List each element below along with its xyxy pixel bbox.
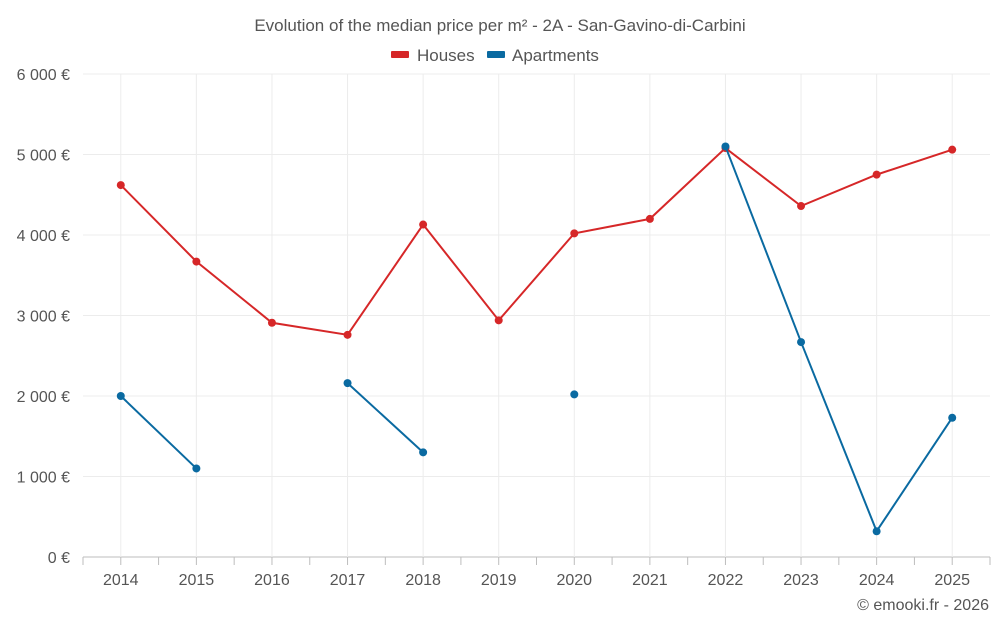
data-point-houses-2020[interactable]	[570, 229, 579, 238]
data-point-houses-2023[interactable]	[797, 202, 806, 211]
legend-item-houses[interactable]: Houses	[391, 46, 475, 65]
series-apartments	[116, 142, 957, 536]
x-tick-label: 2023	[783, 572, 819, 589]
y-tick-label: 5 000 €	[17, 148, 70, 165]
y-tick-label: 6 000 €	[17, 67, 70, 84]
data-point-houses-2014[interactable]	[116, 181, 125, 190]
y-tick-label: 3 000 €	[17, 309, 70, 326]
data-point-apartments-2015[interactable]	[192, 464, 201, 473]
data-point-apartments-2023[interactable]	[797, 338, 806, 347]
data-point-houses-2024[interactable]	[872, 170, 881, 179]
data-point-apartments-2014[interactable]	[116, 392, 125, 400]
legend-item-apartments[interactable]: Apartments	[487, 46, 599, 65]
x-tick-label: 2024	[859, 572, 895, 589]
x-tick-label: 2021	[632, 572, 668, 589]
y-tick-label: 1 000 €	[17, 470, 70, 487]
x-tick-label: 2015	[179, 572, 215, 589]
series-line-apartments	[120, 395, 198, 470]
x-tick-label: 2020	[556, 572, 592, 589]
legend: Houses Apartments	[391, 46, 599, 65]
x-tick-label: 2016	[254, 572, 290, 589]
legend-swatch-apartments	[487, 51, 505, 58]
x-tick-label: 2025	[934, 572, 970, 589]
legend-label-houses: Houses	[417, 46, 475, 65]
series-line-apartments	[724, 146, 954, 534]
y-tick-label: 4 000 €	[17, 228, 70, 245]
data-point-apartments-2020[interactable]	[570, 390, 579, 399]
data-point-houses-2015[interactable]	[192, 257, 201, 266]
series-layer	[116, 142, 957, 536]
data-point-houses-2021[interactable]	[645, 214, 654, 223]
y-tick-label: 2 000 €	[17, 389, 70, 406]
x-tick-label: 2017	[330, 572, 366, 589]
y-tick-label: 0 €	[48, 550, 70, 567]
series-houses	[116, 144, 957, 339]
x-tick-label: 2022	[708, 572, 744, 589]
grid	[83, 73, 990, 558]
series-line-apartments	[346, 382, 424, 454]
x-axis-ticks: 2014 2015 2016 2017 2018 2019 2020 2021 2022 2023…	[82, 557, 991, 589]
x-tick-label: 2014	[103, 572, 139, 589]
x-tick-label: 2019	[481, 572, 517, 589]
series-line-houses	[120, 146, 953, 336]
chart-title: Evolution of the median price per m² - 2…	[254, 16, 745, 35]
legend-label-apartments: Apartments	[512, 46, 599, 65]
data-point-apartments-2024[interactable]	[872, 527, 881, 536]
data-point-houses-2025[interactable]	[948, 145, 957, 154]
data-point-houses-2019[interactable]	[494, 316, 503, 325]
data-point-houses-2018[interactable]	[419, 220, 428, 229]
y-axis-ticks: 0 € 1 000 € 2 000 € 3 000 € 4 000 € 5 000 € 6 …	[17, 67, 70, 567]
data-point-houses-2016[interactable]	[267, 318, 276, 327]
x-tick-label: 2018	[405, 572, 441, 589]
data-point-apartments-2022[interactable]	[721, 142, 730, 151]
data-point-houses-2017[interactable]	[343, 330, 352, 339]
legend-swatch-houses	[391, 51, 409, 58]
credit-text: © emooki.fr - 2026	[857, 597, 989, 614]
data-point-apartments-2017[interactable]	[343, 379, 352, 388]
data-point-apartments-2018[interactable]	[419, 448, 428, 457]
data-point-apartments-2025[interactable]	[948, 413, 957, 422]
